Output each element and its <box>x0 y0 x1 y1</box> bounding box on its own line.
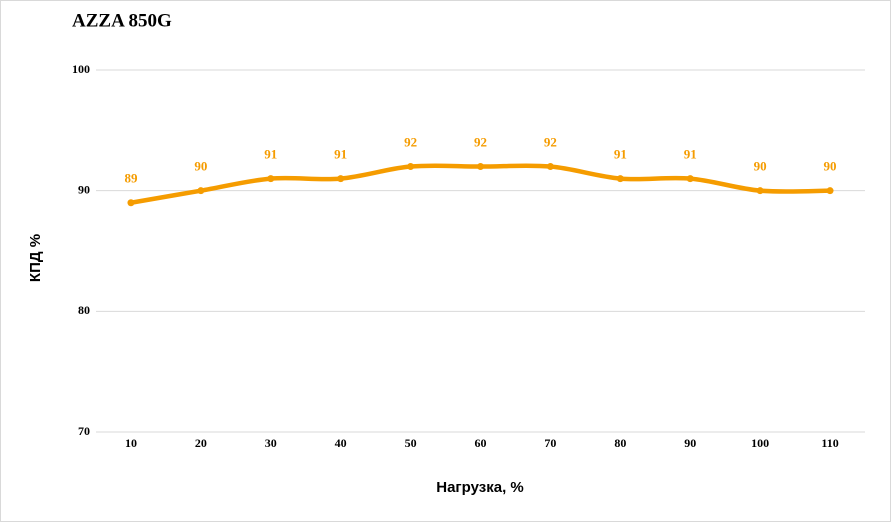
value-label: 92 <box>474 135 487 150</box>
y-tick-label: 100 <box>72 62 90 76</box>
x-axis-label: Нагрузка, % <box>436 479 524 496</box>
value-label: 89 <box>124 171 138 186</box>
x-tick-label: 80 <box>614 436 626 450</box>
point <box>407 163 415 171</box>
value-label: 90 <box>824 159 837 174</box>
point <box>686 175 694 183</box>
x-tick-label: 30 <box>265 436 277 450</box>
point <box>197 187 205 195</box>
point <box>477 163 484 171</box>
point <box>546 163 554 171</box>
x-tick-label: 50 <box>405 436 417 450</box>
x-tick-label: 70 <box>544 436 556 450</box>
value-label: 91 <box>684 147 697 162</box>
y-axis-label: КПД % <box>27 234 44 282</box>
y-tick-label: 80 <box>78 303 90 317</box>
point <box>756 187 764 195</box>
y-tick-label: 90 <box>78 182 90 196</box>
point <box>337 175 345 183</box>
x-tick-label: 110 <box>821 436 838 450</box>
chart-title: AZZA 850G <box>72 10 172 31</box>
point <box>826 187 834 195</box>
x-tick-label: 60 <box>475 436 487 450</box>
value-label: 91 <box>614 147 627 162</box>
x-tick-label: 100 <box>751 436 769 450</box>
point <box>267 175 275 183</box>
value-label: 90 <box>194 159 207 174</box>
point <box>616 175 624 183</box>
value-label: 92 <box>544 135 557 150</box>
x-tick-label: 90 <box>684 436 696 450</box>
value-label: 91 <box>334 147 347 162</box>
x-tick-label: 40 <box>335 436 347 450</box>
y-tick-label: 70 <box>78 424 90 438</box>
value-label: 91 <box>264 147 277 162</box>
point <box>127 199 135 207</box>
x-tick-label: 20 <box>195 436 207 450</box>
value-label: 90 <box>754 159 767 174</box>
value-label: 92 <box>404 135 417 150</box>
x-tick-label: 10 <box>125 436 137 450</box>
